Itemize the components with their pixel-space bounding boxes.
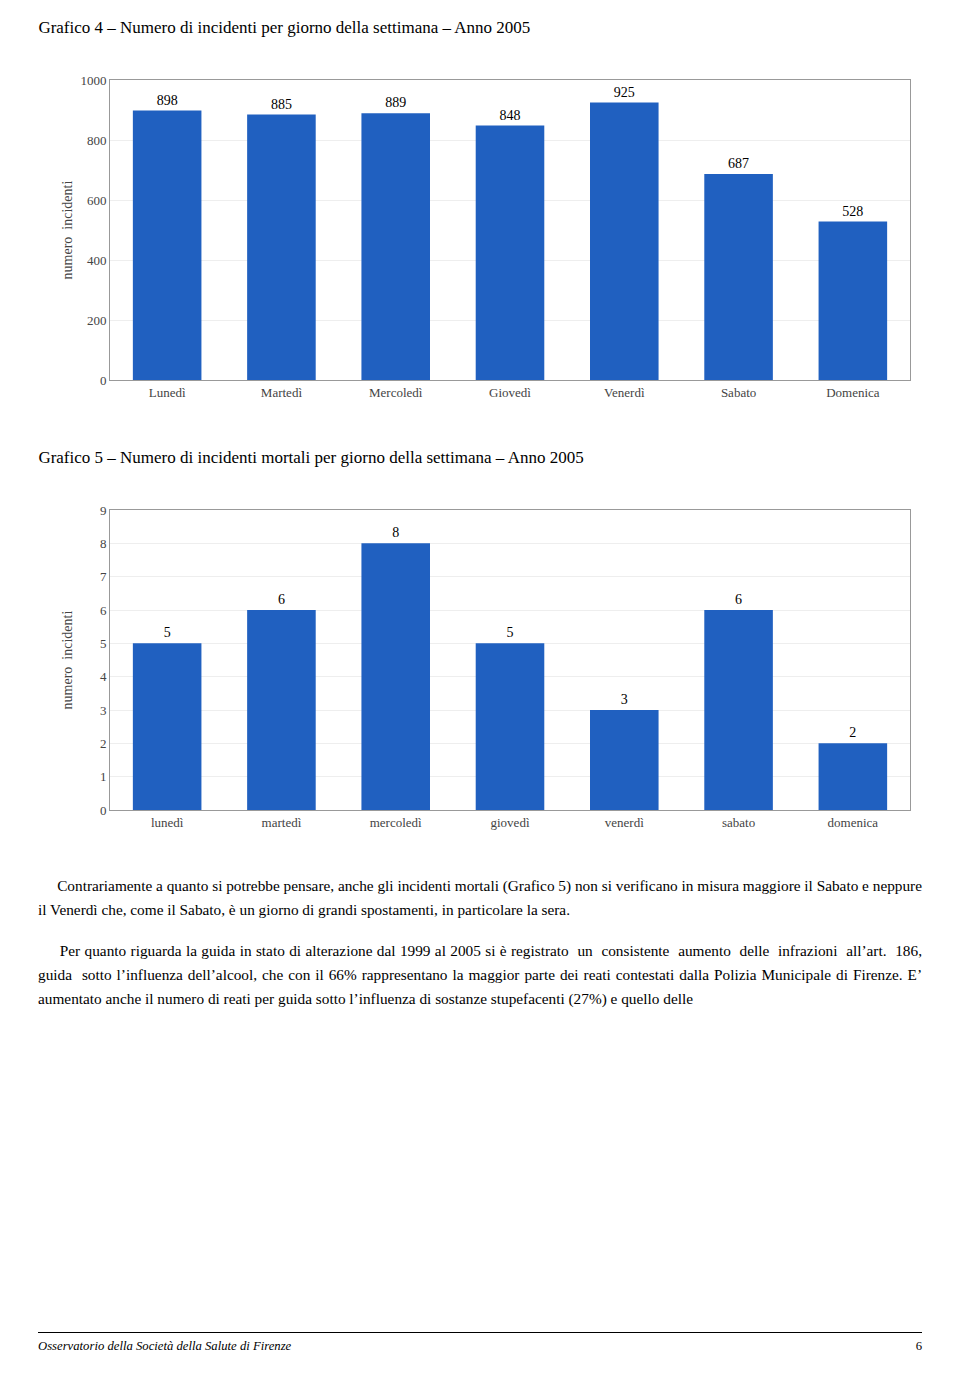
- svg-text:Martedì: Martedì: [261, 385, 303, 400]
- svg-text:3: 3: [621, 692, 628, 707]
- html-text:Contrariamente a quanto si pot: Contrariamente a quanto si potrebbe pens…: [38, 877, 926, 918]
- svg-text:2: 2: [100, 736, 107, 751]
- svg-text:Venerdì: Venerdì: [604, 385, 645, 400]
- svg-text:numero incidenti: numero incidenti: [60, 181, 75, 280]
- svg-text:600: 600: [87, 193, 107, 208]
- svg-text:sabato: sabato: [722, 815, 755, 830]
- svg-text:6: 6: [100, 603, 107, 618]
- svg-text:giovedì: giovedì: [491, 815, 530, 830]
- svg-text:5: 5: [164, 625, 171, 640]
- svg-text:7: 7: [100, 569, 107, 584]
- html-text:6: 6: [915, 1339, 922, 1353]
- svg-text:5: 5: [507, 625, 514, 640]
- svg-text:9: 9: [100, 503, 107, 518]
- svg-text:Grafico 4 – Numero di incident: Grafico 4 – Numero di incidenti per gior…: [38, 18, 530, 37]
- svg-text:848: 848: [500, 108, 521, 123]
- svg-text:0: 0: [100, 373, 107, 388]
- svg-text:1: 1: [100, 769, 107, 784]
- svg-text:6: 6: [735, 592, 742, 607]
- svg-text:687: 687: [728, 156, 749, 171]
- svg-text:lunedì: lunedì: [151, 815, 184, 830]
- svg-text:6: 6: [278, 592, 285, 607]
- svg-text:numero incidenti: numero incidenti: [60, 611, 75, 710]
- svg-text:Grafico 5 – Numero di incident: Grafico 5 – Numero di incidenti mortali …: [38, 448, 583, 467]
- svg-text:2: 2: [849, 725, 856, 740]
- svg-text:4: 4: [100, 669, 107, 684]
- svg-text:Lunedì: Lunedì: [149, 385, 186, 400]
- svg-text:1000: 1000: [80, 73, 106, 88]
- svg-text:mercoledì: mercoledì: [370, 815, 422, 830]
- svg-text:400: 400: [87, 253, 107, 268]
- svg-text:200: 200: [87, 313, 107, 328]
- svg-text:venerdì: venerdì: [605, 815, 644, 830]
- svg-text:528: 528: [842, 204, 863, 219]
- svg-text:889: 889: [385, 95, 406, 110]
- svg-text:5: 5: [100, 636, 107, 651]
- svg-text:8: 8: [392, 525, 399, 540]
- svg-text:0: 0: [100, 803, 107, 818]
- svg-text:Domenica: Domenica: [826, 385, 880, 400]
- html-text:Per quanto riguarda la guida i: Per quanto riguarda la guida in stato di…: [38, 942, 930, 1007]
- svg-text:8: 8: [100, 536, 107, 551]
- svg-text:Mercoledì: Mercoledì: [369, 385, 423, 400]
- svg-text:domenica: domenica: [828, 815, 879, 830]
- svg-text:885: 885: [271, 97, 292, 112]
- html-text:Osservatorio della Società del: Osservatorio della Società della Salute …: [38, 1339, 292, 1353]
- svg-text:martedì: martedì: [262, 815, 302, 830]
- svg-text:898: 898: [157, 93, 178, 108]
- svg-text:3: 3: [100, 703, 107, 718]
- svg-text:800: 800: [87, 133, 107, 148]
- svg-text:Giovedì: Giovedì: [489, 385, 531, 400]
- svg-text:Sabato: Sabato: [721, 385, 756, 400]
- svg-text:925: 925: [614, 85, 635, 100]
